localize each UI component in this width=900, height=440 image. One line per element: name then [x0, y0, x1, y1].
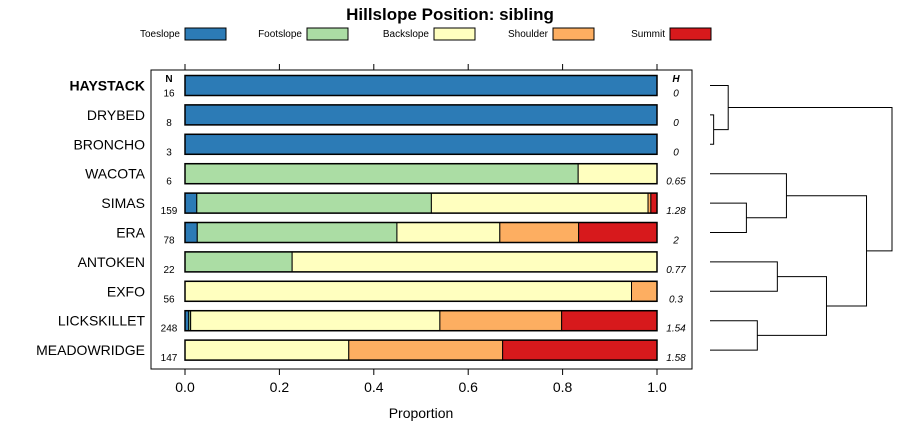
h-value-haystack: 0: [673, 89, 679, 100]
n-value-drybed: 8: [166, 118, 172, 129]
x-axis: 0.0 0.2 0.4 0.6 0.8 1.0: [175, 64, 667, 395]
bar-era-footslope: [196, 222, 398, 243]
row-label-wacota: WACOTA: [85, 166, 146, 182]
row-label-antoken: ANTOKEN: [78, 254, 145, 270]
row-label-drybed: DRYBED: [87, 107, 145, 123]
n-value-era: 78: [163, 236, 175, 247]
h-value-meadowridge: 1.58: [666, 353, 686, 364]
dendrogram-link-4: [710, 173, 787, 219]
h-value-antoken: 0.77: [666, 265, 686, 276]
dendrogram-link-6: [710, 320, 758, 351]
x-tick-label-0-2: 0.2: [270, 379, 290, 395]
bar-lickskillet-backslope: [190, 310, 441, 332]
legend-label-summit: Summit: [631, 29, 665, 40]
bar-outline-drybed: [184, 104, 658, 126]
bar-meadowridge-summit: [502, 339, 658, 361]
dendrogram-link-1: [710, 114, 715, 145]
legend-swatch-summit: [669, 27, 712, 41]
n-value-wacota: 6: [166, 177, 172, 188]
h-value-wacota: 0.65: [666, 177, 686, 188]
bar-outline-exfo: [184, 280, 658, 303]
h-value-lickskillet: 1.54: [666, 324, 686, 335]
bar-simas-toeslope: [184, 192, 198, 214]
n-value-meadowridge: 147: [161, 353, 178, 364]
bar-broncho-toeslope: [184, 133, 658, 155]
row-labels: HAYSTACK 16 0 DRYBED 8 0 BRONCHO 3 0 WACOTA 6 0.65 S…: [36, 78, 686, 365]
legend: Toeslope Footslope Backslope Shoulder Summit: [140, 27, 712, 41]
legend-label-footslope: Footslope: [258, 29, 302, 40]
plot-frame: [150, 69, 693, 370]
bar-antoken-footslope: [184, 251, 293, 273]
h-column-header: H: [672, 74, 680, 85]
bar-exfo-backslope: [184, 280, 633, 302]
bar-era-summit: [578, 222, 658, 243]
dendrogram-link-9: [728, 107, 893, 252]
bar-haystack-toeslope: [184, 75, 658, 96]
dendrogram-link-3: [710, 202, 747, 233]
row-label-broncho: BRONCHO: [73, 136, 145, 152]
legend-swatch-shoulder: [552, 27, 595, 41]
n-column-header: N: [165, 74, 172, 85]
chart-title: Hillslope Position: sibling: [346, 5, 554, 24]
row-label-haystack: HAYSTACK: [70, 78, 145, 94]
dendrogram: [710, 85, 893, 351]
bar-lickskillet-summit: [561, 310, 658, 332]
bar-wacota-backslope: [577, 163, 658, 185]
h-value-drybed: 0: [673, 118, 679, 129]
bar-outline-simas: [184, 192, 658, 214]
bar-outline-era: [184, 221, 658, 244]
n-value-broncho: 3: [166, 147, 172, 158]
legend-swatch-toeslope: [184, 27, 227, 41]
x-tick-label-0-6: 0.6: [458, 379, 478, 395]
dendrogram-link-7: [757, 276, 827, 336]
row-label-era: ERA: [116, 225, 145, 241]
bar-exfo-shoulder: [631, 280, 658, 302]
bar-antoken-backslope: [291, 251, 658, 273]
bar-era-shoulder: [499, 222, 580, 243]
legend-label-backslope: Backslope: [383, 29, 430, 40]
n-value-simas: 159: [161, 206, 178, 217]
h-value-exfo: 0.3: [669, 294, 683, 305]
n-value-exfo: 56: [163, 294, 175, 305]
bar-era-backslope: [396, 222, 501, 243]
bar-era-toeslope: [184, 222, 198, 243]
bar-wacota-footslope: [184, 163, 579, 185]
bar-meadowridge-backslope: [184, 339, 350, 361]
x-tick-label-0-4: 0.4: [364, 379, 384, 395]
dendrogram-link-5: [710, 261, 778, 292]
x-tick-label-0-8: 0.8: [553, 379, 573, 395]
n-value-haystack: 16: [163, 89, 175, 100]
bar-outline-lickskillet: [184, 309, 658, 332]
x-tick-label-1-0: 1.0: [647, 379, 667, 395]
bar-meadowridge-shoulder: [348, 339, 504, 361]
bar-simas-footslope: [196, 192, 432, 214]
x-tick-label-0-0: 0.0: [175, 379, 195, 395]
row-label-simas: SIMAS: [101, 195, 145, 211]
bar-simas-summit: [650, 192, 658, 214]
legend-label-shoulder: Shoulder: [508, 29, 549, 40]
legend-swatch-footslope: [306, 27, 349, 41]
bar-outline-antoken: [184, 251, 658, 273]
bar-lickskillet-shoulder: [439, 310, 563, 332]
dendrogram-link-2: [710, 85, 729, 131]
bar-drybed-toeslope: [184, 104, 658, 126]
n-value-antoken: 22: [163, 265, 175, 276]
h-value-broncho: 0: [673, 147, 679, 158]
bar-outline-haystack: [184, 74, 658, 97]
row-label-lickskillet: LICKSKILLET: [58, 313, 146, 329]
row-label-meadowridge: MEADOWRIDGE: [36, 342, 145, 358]
bars-group: [184, 74, 658, 361]
legend-label-toeslope: Toeslope: [140, 29, 180, 40]
h-value-simas: 1.28: [666, 206, 686, 217]
row-label-exfo: EXFO: [107, 283, 145, 299]
bar-outline-meadowridge: [184, 339, 658, 361]
bar-outline-broncho: [184, 133, 658, 156]
legend-swatch-backslope: [433, 27, 476, 41]
n-value-lickskillet: 248: [161, 324, 178, 335]
bar-simas-backslope: [430, 192, 649, 214]
h-value-era: 2: [672, 236, 679, 247]
x-axis-label: Proportion: [389, 405, 454, 421]
bar-outline-wacota: [184, 162, 658, 185]
